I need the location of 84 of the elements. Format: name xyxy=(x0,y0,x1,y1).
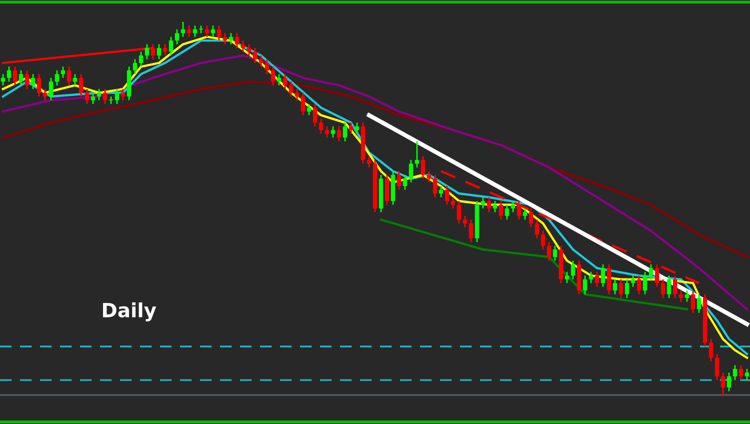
candlestick xyxy=(510,200,516,213)
candlestick xyxy=(90,92,96,105)
candlestick xyxy=(24,70,30,90)
candlestick xyxy=(444,185,450,206)
candlestick xyxy=(12,66,18,86)
candlestick xyxy=(582,274,588,295)
candlestick xyxy=(282,73,288,90)
candlestick xyxy=(324,126,330,138)
candlestick xyxy=(264,58,270,75)
candlestick xyxy=(666,274,672,299)
candlestick xyxy=(156,44,162,60)
candlestick xyxy=(114,88,120,105)
candlestick xyxy=(516,200,522,220)
candlestick xyxy=(342,122,348,142)
candlestick xyxy=(54,70,60,86)
candlestick xyxy=(498,200,504,220)
candlestick xyxy=(396,170,402,190)
candlestick xyxy=(564,271,570,284)
candlestick xyxy=(258,54,264,68)
candlestick xyxy=(252,47,258,64)
candlestick xyxy=(552,245,558,262)
candlestick xyxy=(318,118,324,135)
candlestick xyxy=(660,278,666,299)
candlestick xyxy=(642,271,648,295)
candlestick xyxy=(540,230,546,250)
candlestick xyxy=(570,260,576,280)
candlestick xyxy=(144,44,150,60)
candlestick xyxy=(648,264,654,280)
candlestick xyxy=(456,200,462,224)
candlestick xyxy=(132,58,138,75)
candlestick xyxy=(594,271,600,288)
candlestick xyxy=(408,159,414,184)
annotation: Daily xyxy=(103,302,156,322)
candlestick xyxy=(708,338,714,362)
candlestick xyxy=(30,73,36,90)
candlestick xyxy=(18,70,24,86)
candlestick xyxy=(462,215,468,228)
candlestick xyxy=(168,36,174,56)
candlestick xyxy=(624,278,630,299)
candlestick xyxy=(6,66,12,82)
candlestick xyxy=(528,208,534,228)
candlestick xyxy=(534,218,540,239)
candlestick xyxy=(420,156,426,180)
candlestick xyxy=(384,174,390,206)
candlestick xyxy=(48,77,54,101)
candlestick xyxy=(300,92,306,116)
candlestick xyxy=(690,290,696,314)
candlestick xyxy=(654,264,660,288)
candlestick xyxy=(486,196,492,213)
candlestick xyxy=(504,204,510,220)
candlestick xyxy=(36,73,42,98)
candlestick xyxy=(270,66,276,86)
candlestick xyxy=(492,200,498,213)
candlestick xyxy=(546,241,552,262)
candlestick xyxy=(744,368,750,381)
candlestick xyxy=(726,372,732,392)
candlestick xyxy=(78,73,84,98)
candlestick xyxy=(312,103,318,128)
candlestick xyxy=(174,28,180,45)
candlestick xyxy=(714,353,720,381)
candlestick xyxy=(336,126,342,142)
candlestick xyxy=(234,32,240,49)
candlestick xyxy=(606,264,612,295)
candlestick xyxy=(216,24,222,42)
candlestick xyxy=(588,271,594,284)
candlestick xyxy=(600,264,606,288)
candlestick xyxy=(696,294,702,314)
candlestick xyxy=(330,126,336,138)
candlestick xyxy=(306,103,312,116)
candlestick xyxy=(288,80,294,98)
candlestick xyxy=(138,51,144,68)
candlestick xyxy=(738,364,744,381)
candlestick xyxy=(732,364,738,381)
candlestick xyxy=(618,278,624,299)
candlestick xyxy=(102,88,108,105)
candlestick xyxy=(636,274,642,295)
candlestick xyxy=(720,372,726,396)
candlestick xyxy=(612,278,618,295)
candlestick xyxy=(66,66,72,86)
candlestick xyxy=(84,88,90,105)
candlestick xyxy=(432,174,438,198)
candlestick xyxy=(468,218,474,243)
candlestick xyxy=(402,174,408,190)
candlestick xyxy=(522,208,528,220)
